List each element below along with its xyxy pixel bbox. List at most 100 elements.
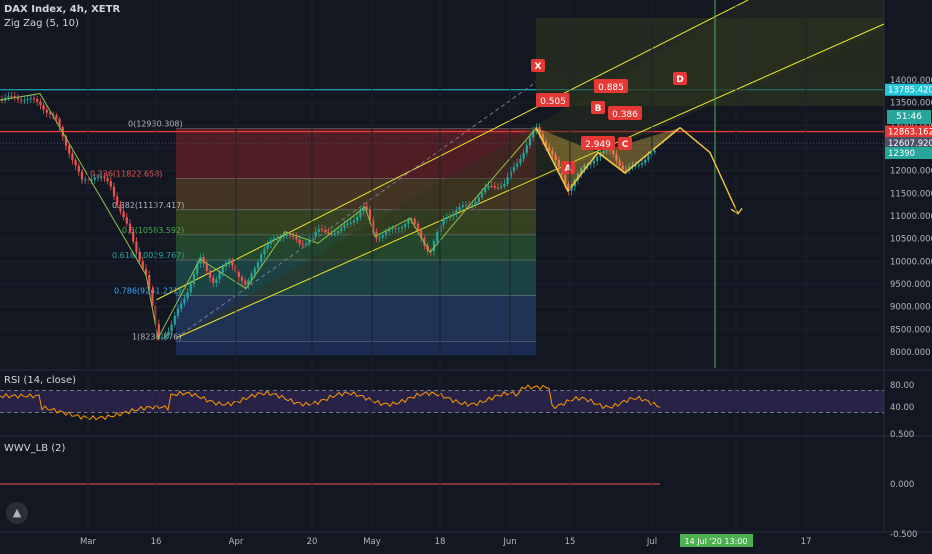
candle-body: [212, 277, 215, 283]
candle-body: [42, 105, 45, 110]
price-axis-tick: 11000.000: [890, 212, 932, 222]
candle-body: [144, 268, 148, 275]
candle-body: [359, 211, 362, 217]
harmonic-point-badge: [531, 59, 545, 72]
candle-body: [186, 292, 189, 299]
price-axis-tick: 8000.000: [890, 348, 931, 358]
candle-body: [541, 134, 544, 142]
candle-body: [400, 227, 404, 229]
price-label-badge: [885, 146, 932, 159]
candle-body: [269, 240, 272, 245]
harmonic-point-label: D: [676, 75, 683, 85]
candle-body: [244, 280, 247, 285]
harmonic-triangle-xab: [536, 127, 598, 192]
candle-body: [551, 150, 554, 155]
candle-body: [372, 219, 375, 232]
candle-body: [570, 186, 573, 191]
candle-body: [16, 97, 20, 100]
candle-body: [324, 229, 327, 233]
rsi-pane-label[interactable]: RSI (14, close): [4, 375, 77, 386]
candle-body: [423, 237, 426, 246]
candle-body: [109, 181, 112, 187]
candle-body: [151, 289, 154, 307]
candle-body: [240, 277, 244, 281]
channel-upper-line: [155, 0, 749, 301]
tradingview-logo-icon[interactable]: ▲: [6, 502, 28, 524]
candle-body: [10, 96, 13, 98]
candle-body: [231, 259, 234, 266]
candle-body: [112, 186, 116, 197]
fib-level-label: 0.786(9241.271): [114, 287, 181, 296]
time-axis-tick: 17: [801, 537, 812, 547]
candle-body: [199, 257, 202, 264]
candle-body: [592, 160, 596, 164]
candle-body: [602, 150, 605, 154]
candle-body: [84, 179, 87, 181]
price-axis-tick: 11500.000: [890, 189, 932, 199]
harmonic-ratio-label: 0.885: [598, 83, 624, 93]
candle-body: [308, 240, 311, 244]
candle-body: [80, 171, 84, 180]
harmonic-triangle-bcd: [598, 127, 680, 173]
candle-body: [394, 228, 397, 230]
candle-body: [589, 163, 592, 165]
time-axis-tick: Mar: [80, 537, 97, 547]
candle-body: [490, 185, 493, 187]
candle-body: [496, 187, 500, 189]
candle-body: [381, 234, 384, 238]
fib-zone: [176, 295, 536, 342]
candle-body: [407, 219, 410, 224]
candle-body: [583, 165, 586, 169]
time-axis-tick: 16: [151, 537, 162, 547]
candle-body: [228, 259, 231, 263]
candle-body: [352, 220, 356, 223]
candle-body: [333, 233, 336, 235]
candle-body: [48, 112, 52, 115]
candle-body: [503, 183, 506, 187]
harmonic-point-label: A: [565, 164, 572, 174]
fib-level-label: 0.382(11137.417): [112, 201, 184, 210]
price-label-badge: [885, 137, 932, 150]
candle-body: [554, 154, 557, 160]
time-marker-label: 14 Jul '20 13:00: [685, 537, 748, 546]
candle-body: [13, 96, 16, 98]
time-axis-tick: Apr: [229, 537, 244, 547]
candle-body: [330, 234, 333, 236]
harmonic-ratio-badge: [608, 106, 642, 120]
harmonic-ratio-badge: [594, 79, 628, 93]
fib-level-label: 0(12930.308): [128, 119, 183, 128]
zigzag-indicator-label[interactable]: Zig Zag (5, 10): [4, 18, 79, 29]
price-axis-tick: 8500.000: [890, 325, 931, 335]
symbol-title[interactable]: DAX Index, 4h, XETR: [4, 4, 121, 15]
candle-body: [416, 223, 420, 231]
harmonic-point-badge: [591, 101, 605, 114]
candle-body: [605, 149, 608, 151]
fib-level-label: 0.5(10583.592): [122, 226, 184, 235]
price-label-text: 12607.920: [888, 139, 932, 149]
candle-body: [474, 202, 477, 205]
fib-level-label: 0.236(11822.658): [90, 170, 162, 179]
candle-body: [55, 115, 58, 119]
projection-arrow: [679, 127, 739, 215]
time-marker-badge: [680, 534, 753, 547]
candle-body: [506, 177, 509, 184]
candle-body: [404, 223, 407, 228]
price-axis-tick: 9000.000: [890, 303, 931, 313]
candle-body: [368, 209, 372, 220]
candle-body: [183, 298, 186, 304]
candle-body: [7, 96, 10, 98]
time-axis-tick: May: [363, 537, 381, 547]
candle-body: [384, 231, 388, 235]
candle-body: [0, 99, 4, 101]
time-axis-tick: Jul: [646, 537, 657, 547]
candle-body: [512, 166, 516, 172]
candle-body: [36, 99, 39, 102]
zigzag-line: [0, 93, 537, 340]
candle-body: [375, 231, 378, 239]
candle-body: [205, 263, 208, 271]
candle-body: [653, 150, 656, 153]
harmonic-ratio-badge: [536, 93, 570, 107]
candle-body: [420, 230, 423, 238]
wwv-pane-label[interactable]: WWV_LB (2): [4, 443, 66, 454]
